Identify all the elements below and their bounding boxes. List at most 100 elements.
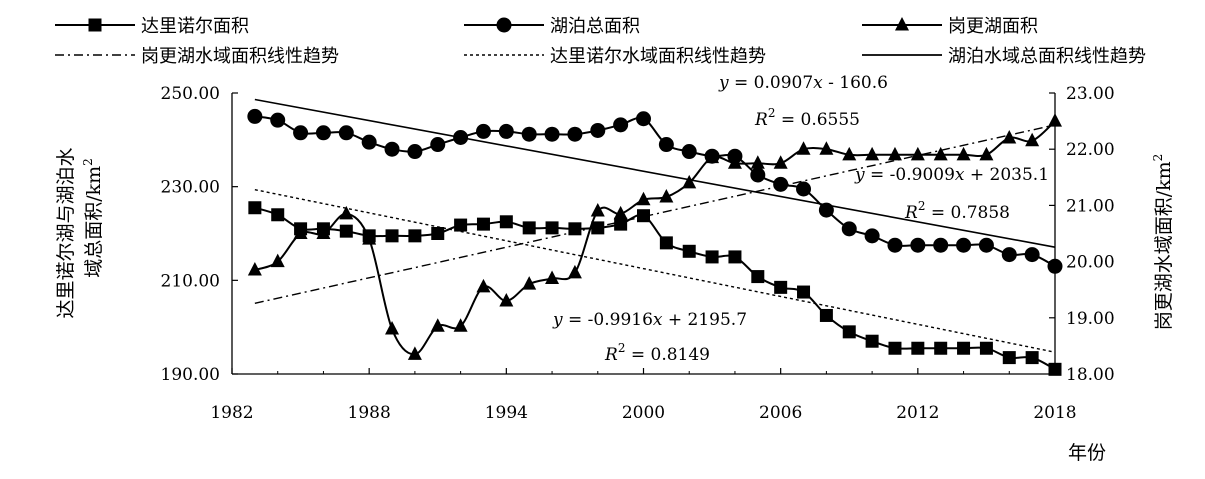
data-point-circle	[270, 112, 286, 128]
data-point-circle	[636, 111, 651, 127]
left-y-tick-label: 190.00	[161, 365, 220, 385]
data-point-triangle	[1048, 113, 1062, 127]
data-point-circle	[613, 117, 629, 133]
data-point-triangle	[705, 149, 720, 164]
data-point-triangle	[385, 321, 400, 335]
data-point-circle	[956, 237, 972, 253]
legend-item: 岗更湖水域面积线性趋势	[55, 46, 339, 67]
data-point-circle	[407, 144, 423, 160]
eq-slope: = -0.9009	[865, 165, 955, 185]
data-point-square	[431, 227, 445, 240]
data-point-square	[1048, 362, 1062, 376]
data-point-square	[659, 236, 673, 250]
data-point-square	[568, 222, 582, 236]
r2-value: = 0.8149	[625, 345, 710, 365]
trendlines	[254, 98, 1056, 353]
legend-item: 湖泊水域总面积线性趋势	[862, 46, 1146, 67]
data-point-circle	[1024, 247, 1040, 263]
data-point-circle	[1047, 258, 1063, 274]
left-y-tick-label: 210.00	[161, 271, 220, 291]
right-y-tick-label: 18.00	[1066, 365, 1115, 385]
data-point-triangle	[773, 155, 788, 169]
data-point-circle	[453, 129, 469, 145]
r2-symbol: R	[754, 110, 768, 130]
data-point-circle	[247, 108, 263, 124]
data-point-square	[385, 229, 399, 243]
r2-symbol: R	[604, 345, 618, 365]
data-point-triangle	[476, 278, 491, 293]
data-point-circle	[293, 125, 309, 141]
data-point-square	[911, 341, 925, 355]
data-point-circle	[338, 125, 354, 141]
data-point-circle	[315, 125, 331, 141]
data-point-triangle	[522, 276, 537, 290]
data-point-circle	[590, 122, 606, 138]
x-tick-label: 2006	[759, 403, 802, 423]
x-tick-label: 1988	[348, 403, 391, 423]
data-point-circle	[361, 134, 377, 150]
data-point-circle	[887, 237, 903, 253]
data-point-square	[979, 341, 993, 355]
data-point-circle	[384, 141, 400, 157]
eq-intercept: + 2195.7	[662, 310, 747, 330]
r2-sup: 2	[618, 341, 626, 355]
eq-var-y: y	[718, 73, 729, 93]
left-y-axis-title-sup: 2	[81, 158, 95, 166]
left-y-axis-title-line2: 域总面积/km2	[81, 158, 105, 278]
data-point-triangle	[1002, 129, 1017, 144]
regression-equation: y = -0.9009x + 2035.1	[854, 165, 1049, 185]
data-point-triangle	[453, 318, 468, 332]
data-point-circle	[841, 221, 857, 237]
data-point-circle	[910, 237, 926, 253]
data-point-square	[476, 217, 490, 231]
data-point-square	[819, 308, 833, 322]
r2-sup: 2	[768, 106, 776, 120]
data-point-circle	[773, 176, 789, 192]
axes: 1982 1988 1994 2000 2006 2012 2018 190.00 210.00…	[55, 84, 1175, 464]
data-point-circle	[750, 167, 766, 183]
data-point-triangle	[407, 346, 422, 360]
data-point-circle	[430, 137, 446, 153]
data-point-circle	[864, 228, 880, 244]
data-point-circle	[521, 126, 537, 142]
eq-var-y: y	[552, 310, 563, 330]
data-point-triangle	[567, 264, 582, 279]
data-point-square	[888, 341, 902, 355]
r2-value: = 0.6555	[775, 110, 860, 130]
legend-item: 达里诺尔面积	[55, 16, 249, 37]
legend-label: 达里诺尔面积	[141, 16, 249, 37]
data-point-triangle	[865, 146, 880, 161]
data-point-square	[1002, 351, 1016, 365]
data-point-triangle	[293, 225, 308, 239]
data-point-triangle	[247, 262, 262, 276]
data-point-square	[774, 280, 788, 294]
legend-label: 湖泊总面积	[550, 16, 640, 37]
eq-slope: = 0.0907	[729, 73, 814, 93]
data-point-circle	[978, 237, 994, 253]
eq-var-x: x	[955, 165, 965, 185]
right-y-axis-title-sup: 2	[1151, 154, 1165, 162]
data-point-square	[248, 201, 262, 215]
right-y-tick-label: 21.00	[1066, 196, 1115, 216]
data-point-square	[545, 221, 559, 235]
data-point-square	[522, 221, 536, 235]
right-y-tick-label: 19.00	[1066, 309, 1115, 329]
data-point-square	[957, 341, 971, 355]
data-point-square	[499, 215, 513, 229]
eq-intercept: - 160.6	[823, 73, 888, 93]
data-point-triangle	[316, 225, 331, 239]
x-tick-label: 2012	[896, 403, 939, 423]
x-tick-label: 1982	[210, 403, 253, 423]
data-point-circle	[818, 202, 834, 218]
data-point-square	[705, 250, 719, 264]
r2-sup: 2	[918, 199, 926, 213]
legend-label: 达里诺尔水域面积线性趋势	[550, 46, 766, 67]
eq-var-x: x	[813, 73, 823, 93]
data-point-square	[1025, 351, 1039, 365]
data-point-triangle	[362, 231, 377, 245]
data-point-square	[614, 217, 628, 231]
data-point-circle	[567, 126, 583, 142]
legend-item: 岗更湖面积	[862, 16, 1038, 37]
